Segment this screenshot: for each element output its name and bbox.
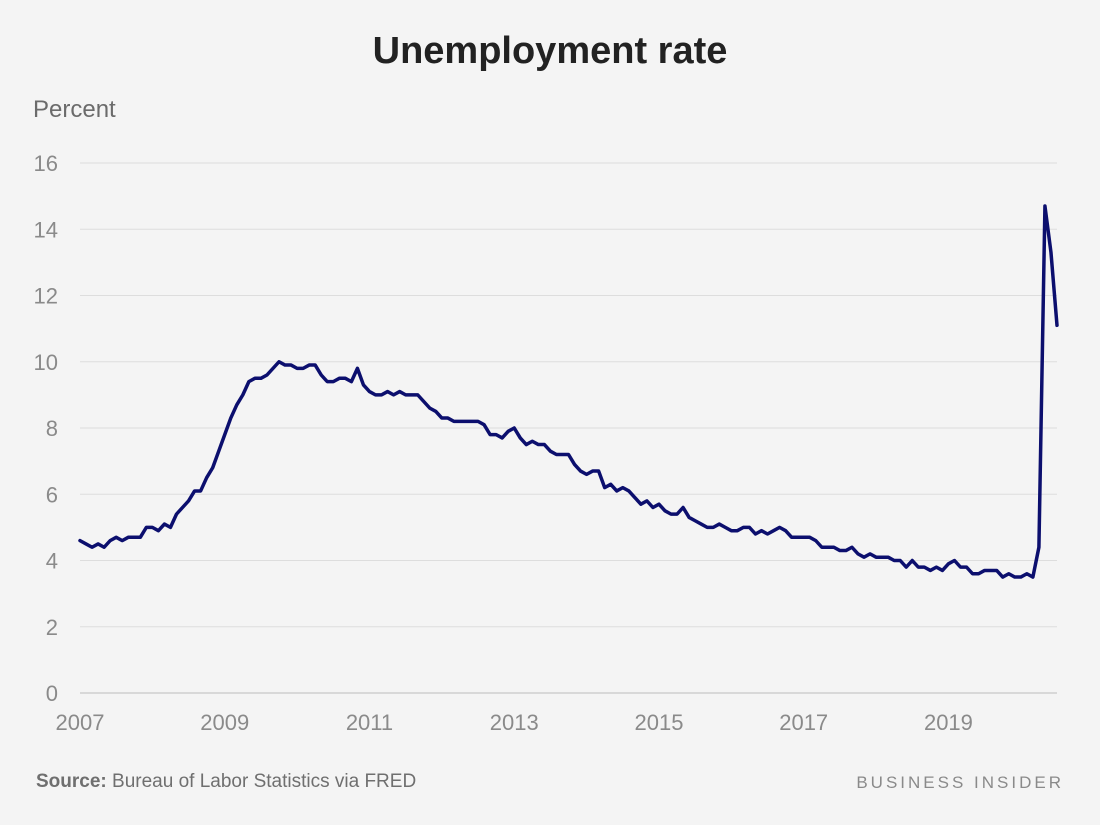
brand-wordmark: BUSINESS INSIDER — [856, 773, 1064, 792]
series-line-0 — [78, 204, 1059, 579]
x-tick-label: 2007 — [56, 710, 105, 735]
x-tick-label: 2009 — [200, 710, 249, 735]
x-tick-label: 2013 — [490, 710, 539, 735]
y-tick-layer: 0 2 4 6 8 10 12 14 16 — [34, 151, 58, 706]
y-tick-label: 8 — [46, 416, 58, 441]
chart-title: Unemployment rate — [372, 30, 728, 72]
y-tick-label: 0 — [46, 681, 58, 706]
y-tick-label: 4 — [46, 549, 58, 574]
source-label: Source: — [36, 771, 107, 792]
y-tick-label: 16 — [34, 151, 58, 176]
source-note: Source: Bureau of Labor Statistics via F… — [36, 771, 416, 793]
x-tick-label: 2017 — [779, 710, 828, 735]
series-layer — [78, 204, 1059, 579]
y-tick-label: 2 — [46, 615, 58, 640]
y-tick-label: 12 — [34, 284, 58, 309]
x-tick-label: 2011 — [346, 710, 393, 735]
y-tick-label: 6 — [46, 482, 58, 507]
grid-layer — [80, 162, 1057, 694]
x-tick-label: 2019 — [924, 710, 973, 735]
source-text: Bureau of Labor Statistics via FRED — [112, 771, 417, 792]
x-tick-label: 2015 — [634, 710, 683, 735]
y-tick-label: 14 — [34, 217, 58, 242]
y-axis-title: Percent — [33, 96, 116, 123]
x-tick-layer: 2007 2009 2011 2013 2015 2017 2019 — [56, 710, 973, 735]
y-tick-label: 10 — [34, 350, 58, 375]
